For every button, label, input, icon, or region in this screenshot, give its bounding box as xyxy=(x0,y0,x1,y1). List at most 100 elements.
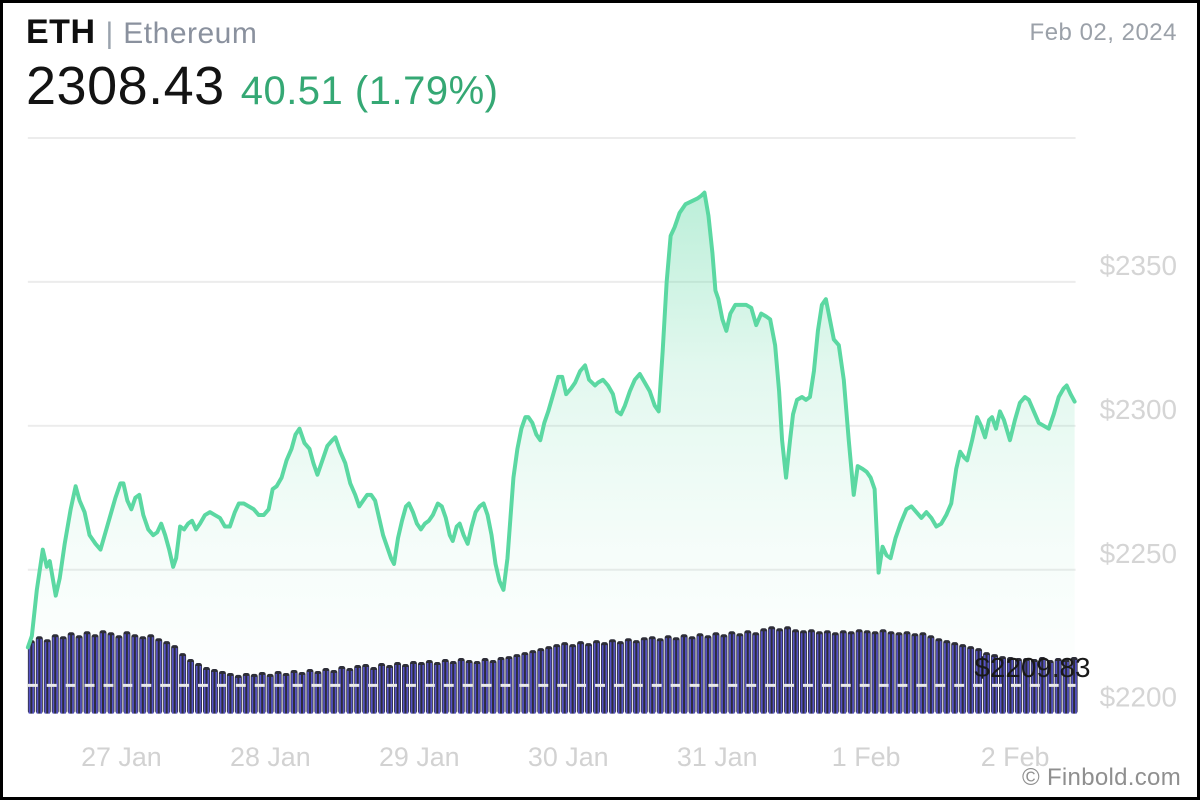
volume-bar-stripe xyxy=(64,639,66,714)
volume-bar-stripe xyxy=(295,672,297,714)
volume-bar-stripe xyxy=(84,634,87,714)
volume-bar-stripe xyxy=(1055,661,1058,714)
volume-bar-stripe xyxy=(621,644,624,714)
volume-bar-stripe xyxy=(649,639,652,714)
volume-bar-stripe xyxy=(271,676,273,714)
volume-bar-stripe xyxy=(135,637,138,714)
volume-bar-stripe xyxy=(111,635,114,714)
volume-bar-stripe xyxy=(318,673,321,714)
volume-bar-stripe xyxy=(920,635,922,714)
volume-bar-stripe xyxy=(876,634,878,714)
volume-bar-stripe xyxy=(685,637,687,714)
volume-bar-stripe xyxy=(374,669,377,714)
volume-bar-stripe xyxy=(721,637,723,714)
x-axis-tick: 28 Jan xyxy=(230,742,311,772)
volume-bar-stripe xyxy=(40,639,43,714)
volume-bar-stripe xyxy=(1035,662,1038,714)
volume-bar-stripe xyxy=(167,644,170,714)
volume-bar-stripe xyxy=(1075,660,1077,714)
volume-bar-stripe xyxy=(215,671,218,714)
volume-bar-stripe xyxy=(72,635,74,714)
volume-bar-stripe xyxy=(904,634,906,714)
x-axis-tick: 27 Jan xyxy=(81,742,162,772)
volume-bar-stripe xyxy=(494,663,496,714)
volume-bar-stripe xyxy=(577,644,580,714)
volume-bar-stripe xyxy=(108,635,110,714)
volume-bar-stripe xyxy=(629,641,632,714)
volume-bar-stripe xyxy=(768,629,771,714)
volume-bar-stripe xyxy=(557,647,560,714)
volume-bar-stripe xyxy=(275,673,278,714)
volume-bar-stripe xyxy=(119,638,122,714)
volume-bar-stripe xyxy=(342,668,345,714)
volume-bar-stripe xyxy=(394,664,397,714)
volume-bar-stripe xyxy=(103,633,106,714)
volume-bar-stripe xyxy=(442,662,445,714)
x-axis-labels: 27 Jan 28 Jan 29 Jan 30 Jan 31 Jan 1 Feb 2 Feb xyxy=(81,742,1049,772)
volume-bar-stripe xyxy=(979,651,982,714)
volume-bar-stripe xyxy=(410,664,413,714)
volume-bar-stripe xyxy=(163,644,166,714)
volume-bar-stripe xyxy=(474,664,477,714)
volume-bar-stripe xyxy=(291,672,294,714)
volume-bar-stripe xyxy=(601,645,604,714)
volume-bar-stripe xyxy=(593,643,596,714)
volume-bar-stripe xyxy=(1047,663,1050,714)
x-axis-tick: 2 Feb xyxy=(981,742,1050,772)
volume-bar-stripe xyxy=(936,641,938,714)
volume-bar-stripe xyxy=(888,634,891,714)
volume-bar-stripe xyxy=(501,660,504,714)
price-line xyxy=(25,190,1077,650)
volume-bar-stripe xyxy=(362,666,365,714)
volume-bar-stripe xyxy=(140,639,142,714)
volume-bar-stripe xyxy=(1007,660,1010,714)
volume-bar-stripe xyxy=(44,642,47,714)
volume-bar-stripe xyxy=(430,663,433,714)
date-label: Feb 02, 2024 xyxy=(1029,19,1177,46)
y-axis-tick: $2300 xyxy=(1100,394,1177,425)
volume-bar-stripe xyxy=(824,633,827,714)
price-chart[interactable]: $2209.83 $2350 $2300 $2250 $2200 27 Jan 28 J… xyxy=(3,3,1197,797)
volume-bar-stripe xyxy=(820,634,823,714)
title-row: ETH | Ethereum xyxy=(26,15,498,49)
volume-bar-stripe xyxy=(88,634,90,714)
volume-bar-stripe xyxy=(366,666,369,714)
volume-bar-stripe xyxy=(732,634,735,714)
volume-bar-stripe xyxy=(959,647,962,714)
volume-bar-stripe xyxy=(446,662,448,714)
volume-bar-stripe xyxy=(907,634,910,714)
volume-bar-stripe xyxy=(896,635,899,714)
volume-bar-stripe xyxy=(92,637,95,714)
volume-bar-stripe xyxy=(792,632,795,714)
volume-bar-stripe xyxy=(28,643,31,714)
volume-bar-stripe xyxy=(700,636,703,714)
volume-bar-stripe xyxy=(32,643,35,714)
volume-bar-stripe xyxy=(546,649,548,714)
volume-bar-stripe xyxy=(800,633,803,714)
volume-bar-stripe xyxy=(323,670,325,714)
volume-bar-stripe xyxy=(939,641,942,714)
x-axis-tick: 30 Jan xyxy=(528,742,609,772)
volume-bar-stripe xyxy=(952,645,954,714)
volume-bar-stripe xyxy=(486,661,488,714)
volume-bar-stripe xyxy=(195,665,198,714)
volume-bar-stripe xyxy=(983,655,986,714)
volume-bar-stripe xyxy=(753,635,755,714)
volume-bar-stripe xyxy=(267,676,270,714)
volume-bar-stripe xyxy=(645,640,647,714)
y-axis-tick: $2350 xyxy=(1100,250,1177,281)
volume-bar-stripe xyxy=(52,637,55,714)
volume-bar-stripe xyxy=(530,653,532,714)
volume-bar-stripe xyxy=(235,677,238,714)
y-axis-tick: $2200 xyxy=(1100,682,1177,713)
volume-bar-stripe xyxy=(490,663,493,714)
volume-bar-stripe xyxy=(514,657,516,714)
volume-bar-stripe xyxy=(724,637,727,714)
volume-bar-stripe xyxy=(784,629,787,714)
volume-bar-stripe xyxy=(840,633,843,714)
volume-bar-stripe xyxy=(1031,662,1034,714)
volume-bar-stripe xyxy=(402,666,405,714)
volume-bar-stripe xyxy=(355,667,357,714)
volume-bar-stripe xyxy=(716,635,719,714)
volume-bar-stripe xyxy=(772,629,775,714)
